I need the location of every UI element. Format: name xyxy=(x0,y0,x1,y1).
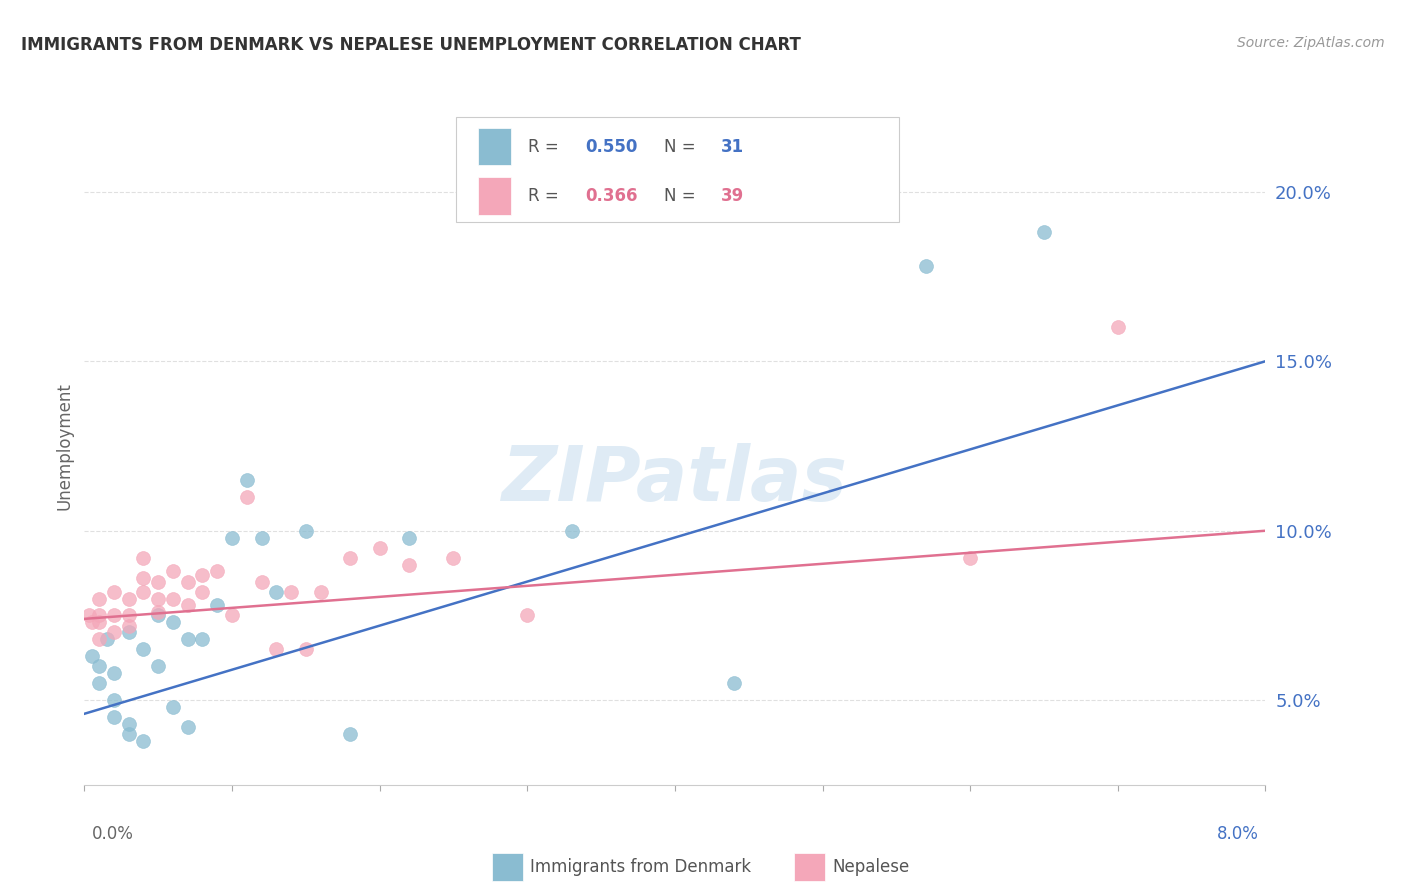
Point xyxy=(561,524,583,538)
Point xyxy=(1107,320,1129,334)
Point xyxy=(177,632,200,647)
Point xyxy=(80,615,103,630)
Point xyxy=(132,642,155,657)
Text: Nepalese: Nepalese xyxy=(832,858,910,876)
Text: 0.550: 0.550 xyxy=(585,137,637,155)
Bar xyxy=(478,178,510,215)
Point xyxy=(87,676,111,690)
Point xyxy=(723,676,745,690)
Point xyxy=(118,625,141,640)
Point xyxy=(177,720,200,734)
Point xyxy=(162,700,184,714)
Point xyxy=(915,260,938,274)
Point xyxy=(87,591,111,606)
Point xyxy=(221,531,243,545)
Point xyxy=(368,541,391,555)
Text: Source: ZipAtlas.com: Source: ZipAtlas.com xyxy=(1237,36,1385,50)
Text: IMMIGRANTS FROM DENMARK VS NEPALESE UNEMPLOYMENT CORRELATION CHART: IMMIGRANTS FROM DENMARK VS NEPALESE UNEM… xyxy=(21,36,801,54)
Point xyxy=(250,531,273,545)
Text: R =: R = xyxy=(529,187,564,205)
Point xyxy=(103,666,125,681)
Point xyxy=(80,649,103,664)
Text: N =: N = xyxy=(664,187,702,205)
Point xyxy=(118,618,141,632)
Point xyxy=(295,642,318,657)
Point xyxy=(103,710,125,724)
Point xyxy=(148,591,170,606)
Point xyxy=(132,550,155,565)
Point xyxy=(295,524,318,538)
Point xyxy=(118,717,141,731)
Text: Immigrants from Denmark: Immigrants from Denmark xyxy=(530,858,751,876)
Point xyxy=(148,605,170,619)
Point xyxy=(280,584,302,599)
Text: R =: R = xyxy=(529,137,564,155)
Point xyxy=(87,608,111,623)
Point xyxy=(1033,226,1056,240)
Text: 0.0%: 0.0% xyxy=(91,825,134,843)
Point xyxy=(250,574,273,589)
Point xyxy=(132,734,155,748)
Point xyxy=(959,550,981,565)
Point xyxy=(77,608,100,623)
Point xyxy=(162,565,184,579)
Point xyxy=(516,608,538,623)
Point xyxy=(118,608,141,623)
Point xyxy=(87,659,111,673)
Text: 0.366: 0.366 xyxy=(585,187,637,205)
Text: 39: 39 xyxy=(721,187,744,205)
Point xyxy=(235,490,259,504)
Point xyxy=(207,599,229,613)
Point xyxy=(191,567,214,582)
Point xyxy=(221,608,243,623)
Point xyxy=(177,574,200,589)
Point xyxy=(339,727,361,741)
Point xyxy=(118,591,141,606)
Point xyxy=(191,632,214,647)
Point xyxy=(398,558,420,572)
Y-axis label: Unemployment: Unemployment xyxy=(55,382,73,510)
Point xyxy=(103,693,125,707)
Text: ZIPatlas: ZIPatlas xyxy=(502,443,848,516)
Point xyxy=(162,591,184,606)
Point xyxy=(103,608,125,623)
Point xyxy=(103,584,125,599)
Point xyxy=(207,565,229,579)
Point xyxy=(148,608,170,623)
Text: 31: 31 xyxy=(721,137,744,155)
Point xyxy=(103,625,125,640)
Point xyxy=(191,584,214,599)
Point xyxy=(132,571,155,585)
Point xyxy=(96,632,118,647)
Point xyxy=(264,642,288,657)
Point xyxy=(162,615,184,630)
Point xyxy=(87,632,111,647)
Point xyxy=(235,473,259,487)
Point xyxy=(87,615,111,630)
Text: 8.0%: 8.0% xyxy=(1216,825,1258,843)
Point xyxy=(148,574,170,589)
Point xyxy=(118,727,141,741)
Text: N =: N = xyxy=(664,137,702,155)
Bar xyxy=(478,128,510,165)
Point xyxy=(309,584,332,599)
Point xyxy=(132,584,155,599)
Point xyxy=(339,550,361,565)
Point xyxy=(398,531,420,545)
Point xyxy=(148,659,170,673)
FancyBboxPatch shape xyxy=(457,117,900,222)
Point xyxy=(264,584,288,599)
Point xyxy=(177,599,200,613)
Point xyxy=(443,550,465,565)
